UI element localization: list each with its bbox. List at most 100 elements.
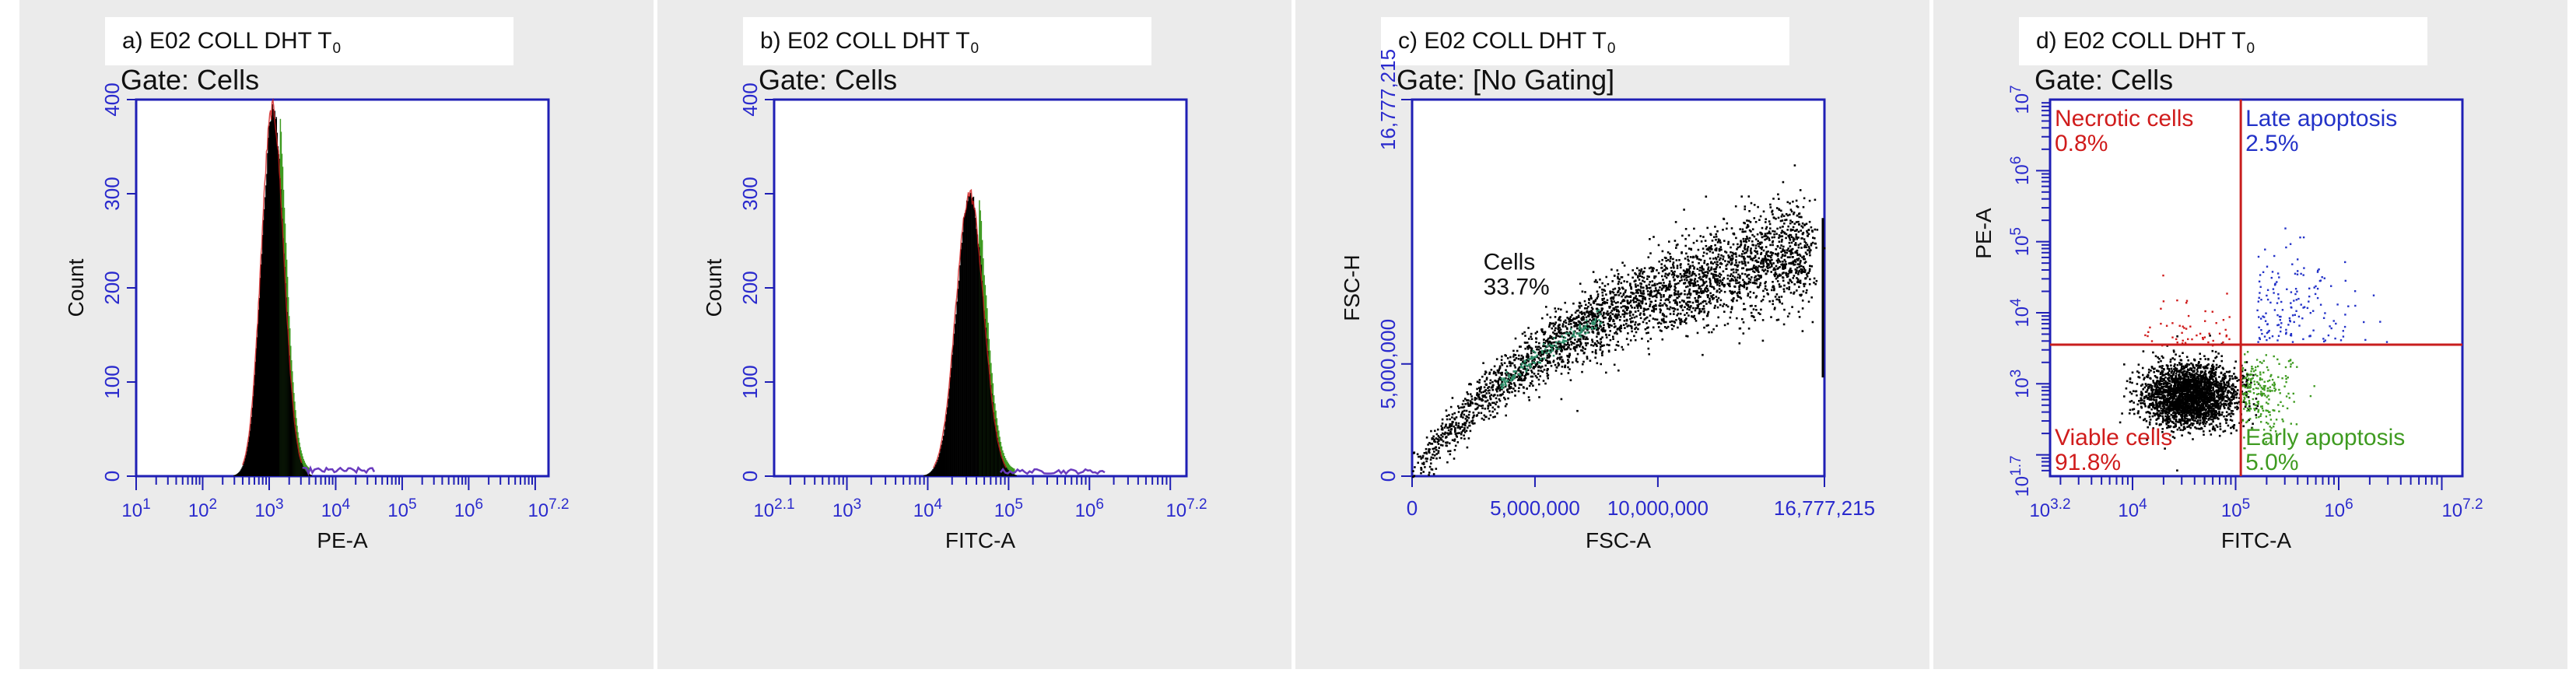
scatter-point bbox=[1576, 352, 1579, 356]
scatter-point bbox=[1428, 448, 1431, 450]
scatter-point bbox=[1416, 453, 1419, 456]
scatter-point bbox=[1759, 215, 1762, 218]
scatter-point-gated bbox=[1596, 310, 1599, 313]
scatter-point bbox=[1772, 216, 1775, 219]
scatter-point bbox=[1492, 384, 1495, 387]
quadrant-point bbox=[2217, 412, 2219, 415]
scatter-point bbox=[1560, 398, 1563, 401]
quadrant-point bbox=[2231, 394, 2234, 397]
scatter-point bbox=[1602, 314, 1605, 316]
scatter-point bbox=[1640, 282, 1642, 286]
scatter-point bbox=[1692, 285, 1695, 287]
scatter-point bbox=[1700, 288, 1702, 290]
scatter-point bbox=[1728, 282, 1731, 286]
histogram-bar bbox=[286, 312, 289, 476]
scatter-point bbox=[1730, 259, 1733, 261]
scatter-point bbox=[1615, 344, 1618, 346]
scatter-point bbox=[1672, 265, 1675, 268]
scatter-point bbox=[1468, 411, 1471, 413]
scatter-point bbox=[1582, 324, 1585, 328]
scatter-point bbox=[1667, 307, 1669, 310]
scatter-point bbox=[1576, 328, 1579, 330]
scatter-point bbox=[1652, 307, 1655, 309]
scatter-point bbox=[1499, 394, 1502, 397]
scatter-point bbox=[1560, 356, 1563, 359]
scatter-point bbox=[1441, 422, 1444, 425]
scatter-point bbox=[1657, 326, 1660, 328]
scatter-point bbox=[1520, 354, 1523, 357]
scatter-point bbox=[1740, 297, 1743, 300]
scatter-point bbox=[1712, 262, 1715, 265]
plot-area bbox=[2049, 98, 2464, 478]
scatter-point bbox=[1519, 345, 1522, 348]
scatter-point bbox=[1637, 289, 1640, 291]
scatter-point bbox=[1654, 300, 1657, 302]
scatter-point bbox=[1745, 226, 1748, 229]
scatter-point bbox=[1799, 293, 1801, 296]
scatter-point bbox=[1765, 246, 1768, 248]
scatter-point bbox=[1745, 251, 1747, 254]
scatter-point bbox=[1736, 300, 1738, 302]
scatter-point-gated bbox=[1552, 345, 1554, 347]
scatter-point bbox=[1747, 261, 1750, 264]
scatter-point bbox=[1793, 164, 1796, 166]
scatter-point bbox=[1586, 356, 1589, 358]
scatter-point bbox=[1546, 340, 1549, 343]
scatter-point bbox=[1735, 282, 1737, 285]
scatter-point bbox=[1638, 295, 1641, 297]
scatter-point bbox=[1637, 292, 1639, 294]
scatter-point bbox=[1798, 263, 1801, 266]
scatter-point bbox=[1462, 406, 1464, 408]
scatter-point bbox=[1622, 287, 1624, 290]
scatter-point bbox=[1704, 240, 1707, 242]
scatter-point bbox=[1446, 432, 1449, 434]
histogram-bar bbox=[271, 115, 272, 477]
scatter-point bbox=[1690, 282, 1693, 285]
scatter-point bbox=[1571, 314, 1573, 317]
scatter-point bbox=[1700, 302, 1702, 305]
scatter-point bbox=[1675, 244, 1678, 247]
histogram-bar bbox=[1001, 455, 1003, 476]
scatter-point bbox=[1724, 251, 1726, 253]
scatter-point bbox=[1544, 342, 1547, 345]
scatter-point bbox=[1814, 282, 1817, 286]
scatter-point bbox=[1775, 259, 1779, 262]
quadrant-point bbox=[2156, 412, 2158, 415]
scatter-point bbox=[1548, 361, 1551, 363]
scatter-point bbox=[1590, 297, 1593, 300]
scatter-point bbox=[1631, 307, 1633, 309]
quadrant-point bbox=[2173, 418, 2175, 420]
scatter-point bbox=[1669, 294, 1671, 297]
scatter-point bbox=[1743, 286, 1746, 289]
scatter-point bbox=[1469, 404, 1472, 407]
scatter-point-gated bbox=[1561, 335, 1564, 338]
scatter-point bbox=[1684, 319, 1687, 322]
scatter-point bbox=[1692, 256, 1695, 258]
scatter-point bbox=[1537, 353, 1540, 356]
scatter-point bbox=[1654, 287, 1657, 289]
scatter-point bbox=[1749, 305, 1752, 307]
scatter-point bbox=[1751, 282, 1754, 284]
scatter-point bbox=[1559, 319, 1562, 322]
scatter-point bbox=[1754, 319, 1757, 321]
scatter-point bbox=[1443, 426, 1446, 429]
scatter-point bbox=[1739, 228, 1741, 230]
histogram-bar bbox=[289, 356, 291, 476]
scatter-point bbox=[1734, 205, 1737, 208]
scatter-point bbox=[1778, 296, 1780, 299]
scatter-point bbox=[1694, 290, 1696, 293]
scatter-point bbox=[1463, 422, 1467, 426]
scatter-point bbox=[1629, 301, 1631, 303]
histogram-bar bbox=[977, 244, 980, 476]
scatter-point bbox=[1627, 332, 1629, 335]
scatter-point bbox=[1789, 253, 1793, 256]
scatter-point bbox=[1500, 362, 1503, 365]
scatter-point bbox=[1465, 429, 1468, 432]
scatter-point bbox=[1457, 424, 1460, 427]
scatter-point bbox=[1530, 370, 1533, 372]
histogram-bar bbox=[254, 361, 257, 476]
scatter-point bbox=[1687, 255, 1689, 258]
scatter-point bbox=[1489, 398, 1492, 401]
gate-percent-label: 33.7% bbox=[1484, 274, 1550, 300]
scatter-point bbox=[1708, 331, 1710, 334]
